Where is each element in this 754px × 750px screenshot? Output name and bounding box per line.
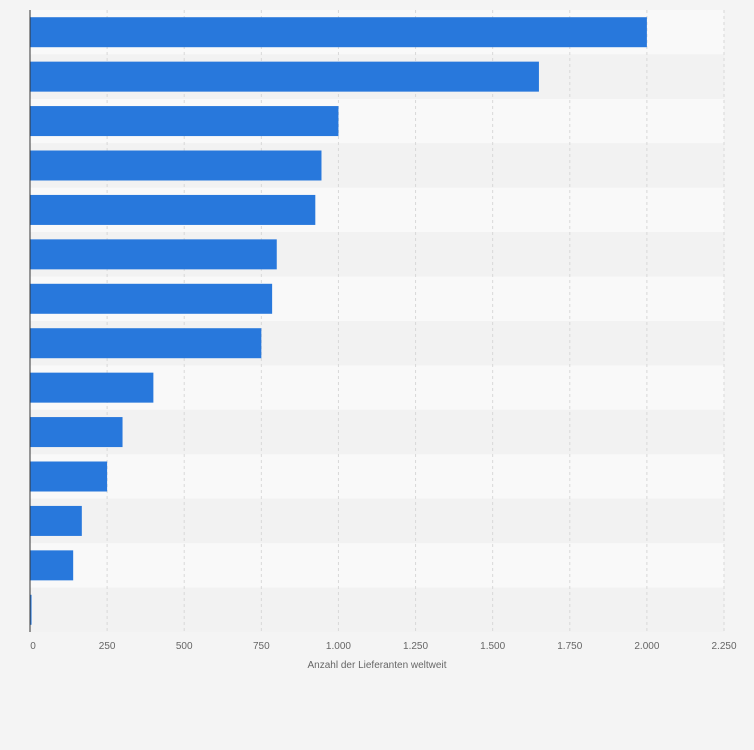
bar-9[interactable] [30, 372, 154, 403]
x-tick-label-2000: 2.000 [634, 641, 659, 652]
row-band-11 [30, 454, 724, 499]
bars [30, 17, 647, 625]
bar-7[interactable] [30, 283, 273, 314]
x-tick-label-2250: 2.250 [711, 641, 736, 652]
row-bands [30, 10, 724, 632]
bar-11[interactable] [30, 461, 108, 492]
x-axis-ticks: 0 250 500 750 1.000 1.250 1.500 1.750 2.000 2.250 [30, 641, 737, 652]
bar-12[interactable] [30, 505, 82, 536]
x-tick-label-250: 250 [99, 641, 116, 652]
x-axis-title: Anzahl der Lieferanten weltweit [308, 660, 447, 671]
bar-4[interactable] [30, 150, 322, 181]
bar-1[interactable] [30, 17, 647, 48]
bar-6[interactable] [30, 239, 277, 270]
row-band-12 [30, 498, 724, 544]
row-band-10 [30, 409, 724, 455]
x-tick-label-500: 500 [176, 641, 193, 652]
row-band-14 [30, 587, 724, 632]
row-band-13 [30, 543, 724, 588]
x-tick-label-0: 0 [30, 641, 36, 652]
bar-13[interactable] [30, 550, 74, 581]
bar-2[interactable] [30, 61, 539, 92]
bar-14[interactable] [30, 594, 32, 625]
bar-10[interactable] [30, 417, 123, 448]
x-tick-label-1750: 1.750 [557, 641, 582, 652]
bar-5[interactable] [30, 194, 316, 225]
x-tick-label-1000: 1.000 [326, 641, 351, 652]
bar-8[interactable] [30, 328, 262, 359]
bar-3[interactable] [30, 106, 339, 137]
x-tick-label-750: 750 [253, 641, 270, 652]
x-tick-label-1250: 1.250 [403, 641, 428, 652]
x-tick-label-1500: 1.500 [480, 641, 505, 652]
